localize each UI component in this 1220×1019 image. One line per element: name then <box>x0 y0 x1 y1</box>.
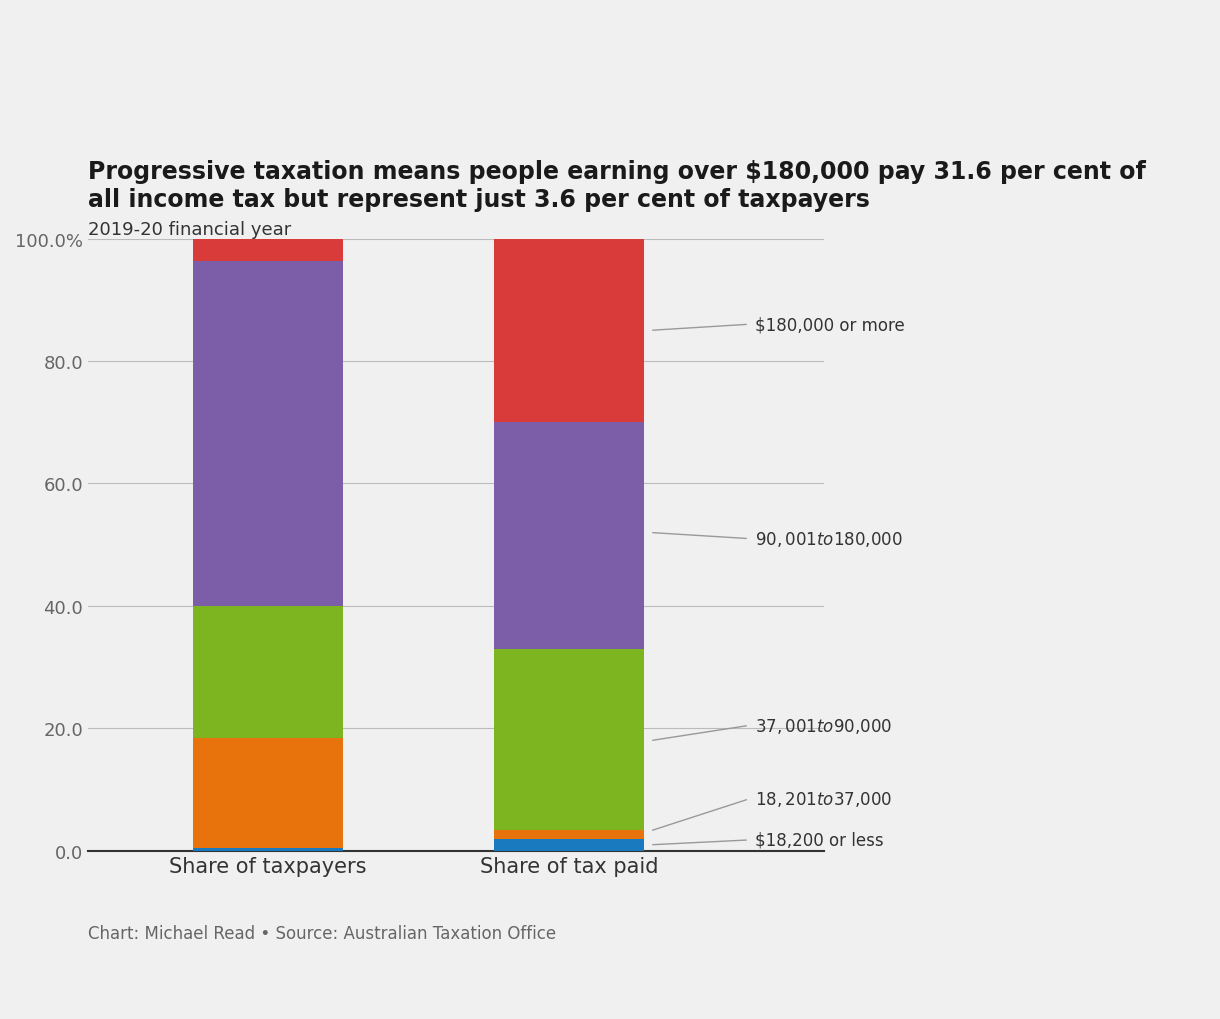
Bar <box>193 239 343 261</box>
Bar <box>494 839 644 851</box>
Bar <box>494 829 644 839</box>
Bar <box>193 848 343 851</box>
Text: 2019-20 financial year: 2019-20 financial year <box>88 221 292 238</box>
Text: Progressive taxation means people earning over $180,000 pay 31.6 per cent of
all: Progressive taxation means people earnin… <box>88 160 1146 212</box>
Text: $37,001 to $90,000: $37,001 to $90,000 <box>755 716 892 735</box>
Text: Chart: Michael Read • Source: Australian Taxation Office: Chart: Michael Read • Source: Australian… <box>88 924 556 943</box>
Text: $18,201 to $37,000: $18,201 to $37,000 <box>755 790 892 809</box>
Text: $180,000 or more: $180,000 or more <box>755 316 905 334</box>
Text: $90,001 to $180,000: $90,001 to $180,000 <box>755 530 903 548</box>
Bar <box>193 261 343 606</box>
Bar <box>494 649 644 829</box>
Text: $18,200 or less: $18,200 or less <box>755 832 883 849</box>
Bar <box>193 738 343 848</box>
Bar <box>494 423 644 649</box>
Bar <box>193 606 343 738</box>
Bar <box>494 239 644 423</box>
